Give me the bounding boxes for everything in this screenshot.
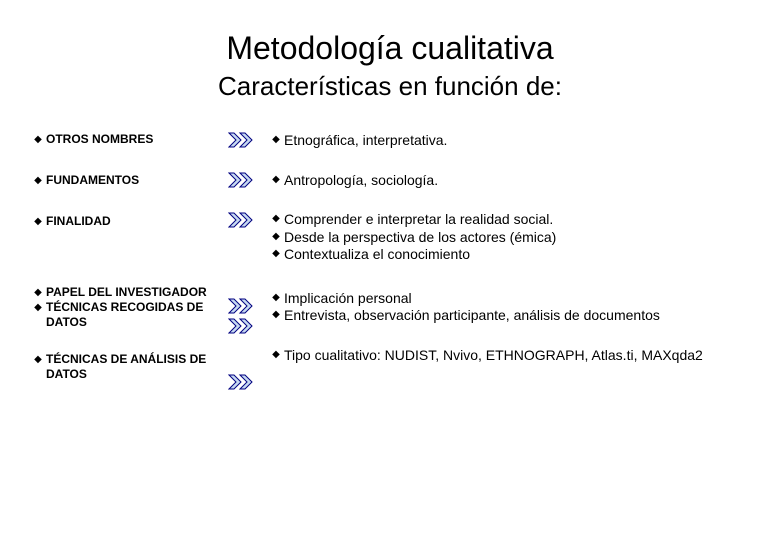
diamond-bullet-icon: ◆ <box>268 246 284 261</box>
right-item-text: Entrevista, observación participante, an… <box>284 307 750 325</box>
diamond-bullet-icon: ◆ <box>30 214 46 229</box>
diamond-bullet-icon: ◆ <box>30 173 46 188</box>
right-item-text: Comprender e interpretar la realidad soc… <box>284 211 750 229</box>
right-item: ◆ Desde la perspectiva de los actores (é… <box>268 229 750 247</box>
left-label-text: TÉCNICAS RECOGIDAS DE DATOS <box>46 300 220 330</box>
right-item: ◆ Etnográfica, interpretativa. <box>268 132 750 150</box>
left-label: ◆ FINALIDAD <box>30 214 220 229</box>
left-label-text: TÉCNICAS DE ANÁLISIS DE DATOS <box>46 352 220 382</box>
diamond-bullet-icon: ◆ <box>30 300 46 315</box>
double-chevron-right-icon <box>228 298 254 314</box>
double-chevron-right-icon <box>228 212 254 228</box>
slide-subtitle: Características en función de: <box>30 71 750 102</box>
right-item: ◆ Tipo cualitativo: NUDIST, Nvivo, ETHNO… <box>268 347 750 365</box>
diamond-bullet-icon: ◆ <box>30 132 46 147</box>
left-label-text: OTROS NOMBRES <box>46 132 220 147</box>
right-item-text: Etnográfica, interpretativa. <box>284 132 750 150</box>
slide: Metodología cualitativa Características … <box>0 0 780 540</box>
diamond-bullet-icon: ◆ <box>30 285 46 300</box>
left-label: ◆ TÉCNICAS RECOGIDAS DE DATOS <box>30 300 220 330</box>
left-label-text: FINALIDAD <box>46 214 220 229</box>
arrow-column <box>228 132 260 390</box>
diamond-bullet-icon: ◆ <box>268 229 284 244</box>
diamond-bullet-icon: ◆ <box>268 307 284 322</box>
left-label: ◆ OTROS NOMBRES <box>30 132 220 147</box>
right-item-text: Contextualiza el conocimiento <box>284 246 750 264</box>
left-label: ◆ PAPEL DEL INVESTIGADOR <box>30 285 220 300</box>
double-chevron-right-icon <box>228 318 254 334</box>
left-label: ◆ TÉCNICAS DE ANÁLISIS DE DATOS <box>30 352 220 382</box>
right-column: ◆ Etnográfica, interpretativa. ◆ Antropo… <box>268 132 750 364</box>
right-item-text: Implicación personal <box>284 290 750 308</box>
double-chevron-right-icon <box>228 374 254 390</box>
diamond-bullet-icon: ◆ <box>268 132 284 147</box>
right-item: ◆ Comprender e interpretar la realidad s… <box>268 211 750 229</box>
right-item: ◆ Implicación personal <box>268 290 750 308</box>
right-item-text: Tipo cualitativo: NUDIST, Nvivo, ETHNOGR… <box>284 347 750 365</box>
diamond-bullet-icon: ◆ <box>268 211 284 226</box>
right-item: ◆ Antropología, sociología. <box>268 172 750 190</box>
left-label-text: FUNDAMENTOS <box>46 173 220 188</box>
slide-title: Metodología cualitativa <box>30 30 750 67</box>
right-item-text: Desde la perspectiva de los actores (émi… <box>284 229 750 247</box>
right-item: ◆ Contextualiza el conocimiento <box>268 246 750 264</box>
right-item-text: Antropología, sociología. <box>284 172 750 190</box>
diamond-bullet-icon: ◆ <box>268 290 284 305</box>
left-label: ◆ FUNDAMENTOS <box>30 173 220 188</box>
left-column: ◆ OTROS NOMBRES ◆ FUNDAMENTOS ◆ FINALIDA… <box>30 132 220 382</box>
diamond-bullet-icon: ◆ <box>30 352 46 367</box>
diamond-bullet-icon: ◆ <box>268 347 284 362</box>
double-chevron-right-icon <box>228 132 254 148</box>
diamond-bullet-icon: ◆ <box>268 172 284 187</box>
right-item: ◆ Entrevista, observación participante, … <box>268 307 750 325</box>
double-chevron-right-icon <box>228 172 254 188</box>
content-columns: ◆ OTROS NOMBRES ◆ FUNDAMENTOS ◆ FINALIDA… <box>30 132 750 390</box>
left-label-text: PAPEL DEL INVESTIGADOR <box>46 285 220 300</box>
